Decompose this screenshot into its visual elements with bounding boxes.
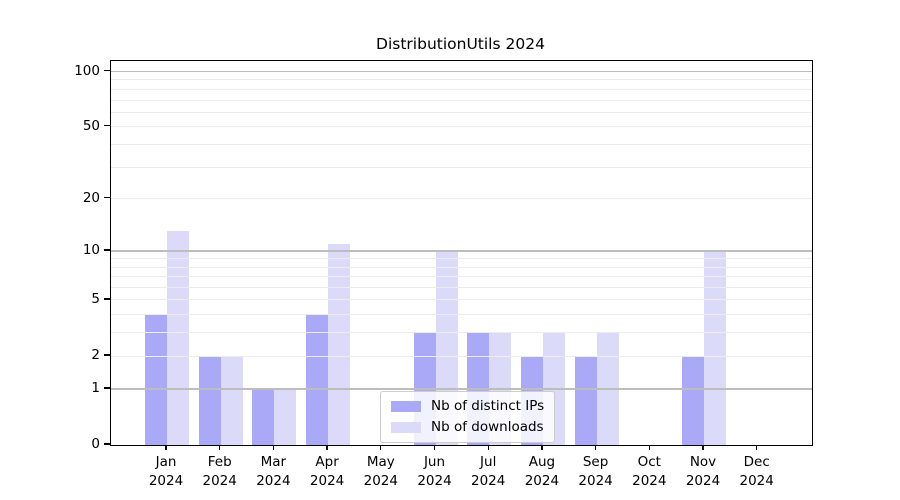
- x-tick-mark: [487, 445, 489, 450]
- x-tick-label-apr: Apr 2024: [309, 454, 345, 489]
- x-tick-mark: [380, 445, 382, 450]
- y-tick-mark: [104, 125, 110, 127]
- x-tick-label-aug: Aug 2024: [524, 454, 560, 489]
- bar-ips-sep: [574, 356, 597, 445]
- x-tick-mark: [219, 445, 221, 450]
- minor-gridline: [111, 299, 812, 301]
- x-tick-mark: [702, 445, 704, 450]
- x-tick-label-nov: Nov 2024: [685, 454, 721, 489]
- minor-gridline: [111, 355, 812, 357]
- x-tick-label-may: May 2024: [363, 454, 398, 489]
- y-tick-mark: [104, 387, 110, 389]
- chart-title: DistributionUtils 2024: [376, 35, 545, 53]
- x-tick-label-mar: Mar 2024: [256, 454, 291, 489]
- x-tick-label-jun: Jun 2024: [417, 454, 452, 489]
- minor-gridline: [111, 143, 812, 145]
- major-gridline: [111, 70, 812, 73]
- minor-gridline: [111, 166, 812, 168]
- minor-gridline: [111, 111, 812, 113]
- legend-item-distinct-ips: Nb of distinct IPs: [391, 399, 544, 414]
- minor-gridline: [111, 79, 812, 81]
- bar-ips-apr: [306, 314, 329, 445]
- y-tick-label: 0: [91, 436, 100, 452]
- x-tick-mark: [541, 445, 543, 450]
- y-tick-mark: [104, 298, 110, 300]
- y-tick-label: 5: [91, 290, 100, 307]
- minor-gridline: [111, 258, 812, 260]
- bar-ips-nov: [682, 356, 704, 445]
- bar-ips-mar: [252, 388, 275, 445]
- minor-gridline: [111, 99, 812, 101]
- minor-gridline: [111, 332, 812, 334]
- y-tick-label: 10: [82, 241, 100, 258]
- x-tick-label-jul: Jul 2024: [471, 454, 506, 489]
- y-tick-mark: [104, 69, 110, 72]
- y-tick-label: 1: [91, 379, 100, 396]
- minor-gridline: [111, 314, 812, 316]
- x-tick-mark: [272, 445, 275, 450]
- plot-area: Nb of distinct IPs Nb of downloads: [110, 60, 813, 446]
- y-tick-mark: [104, 443, 110, 445]
- bar-ips-feb: [198, 356, 221, 445]
- minor-gridline: [111, 198, 812, 200]
- minor-gridline: [111, 266, 812, 268]
- major-gridline: [111, 388, 812, 390]
- minor-gridline: [111, 276, 812, 278]
- y-tick-label: 100: [74, 62, 100, 79]
- x-axis: Jan 2024 Feb 2024 Mar 2024 Apr 2024 May 2024…: [110, 444, 870, 498]
- x-tick-label-feb: Feb 2024: [202, 454, 237, 489]
- y-tick-label: 2: [91, 347, 100, 364]
- y-axis: 0 1 2 5 10 20 50 100: [0, 60, 103, 453]
- legend-item-downloads: Nb of downloads: [391, 420, 544, 435]
- x-tick-label-dec: Dec 2024: [739, 454, 774, 489]
- y-tick-mark: [104, 196, 110, 199]
- x-tick-mark: [756, 445, 758, 450]
- y-tick-mark: [104, 354, 110, 356]
- bar-downloads-apr: [328, 243, 351, 445]
- x-tick-mark: [648, 445, 650, 450]
- y-tick-label: 20: [82, 189, 100, 206]
- legend-label-downloads: Nb of downloads: [431, 419, 544, 435]
- legend-label-distinct-ips: Nb of distinct IPs: [431, 398, 545, 414]
- x-tick-mark: [165, 445, 167, 450]
- major-gridline: [111, 250, 812, 252]
- x-tick-mark: [433, 445, 436, 450]
- bar-ips-jan: [145, 314, 167, 445]
- x-tick-mark: [326, 445, 328, 450]
- y-tick-mark: [104, 249, 110, 251]
- minor-gridline: [111, 287, 812, 289]
- grid-layer: [111, 61, 812, 445]
- legend-swatch-downloads: [391, 422, 421, 433]
- x-tick-mark: [594, 445, 597, 450]
- bar-downloads-jan: [167, 231, 189, 445]
- bar-downloads-nov: [704, 250, 726, 445]
- y-tick-label: 50: [82, 117, 100, 134]
- legend-swatch-distinct-ips: [391, 401, 421, 412]
- bar-downloads-mar: [274, 388, 297, 445]
- bar-downloads-feb: [220, 356, 243, 445]
- minor-gridline: [111, 88, 812, 90]
- x-tick-label-jan: Jan 2024: [148, 454, 184, 489]
- x-tick-label-sep: Sep 2024: [578, 454, 613, 489]
- x-tick-label-oct: Oct 2024: [632, 454, 667, 489]
- legend: Nb of distinct IPs Nb of downloads: [380, 391, 556, 443]
- minor-gridline: [111, 126, 812, 128]
